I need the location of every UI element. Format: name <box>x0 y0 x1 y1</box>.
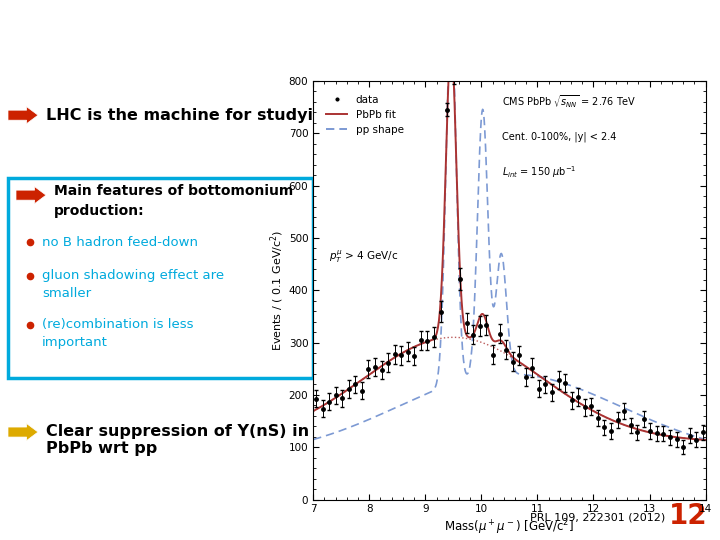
Text: (re)combination is less
important: (re)combination is less important <box>42 318 194 349</box>
PbPb fit <box>309 408 318 414</box>
Text: LHC is the machine for studying bottomonium in AA collisions: LHC is the machine for studying bottomon… <box>46 107 606 123</box>
Polygon shape <box>16 187 46 204</box>
Y-axis label: Events / ( 0.1 GeV/c$^2$): Events / ( 0.1 GeV/c$^2$) <box>269 230 286 351</box>
Polygon shape <box>8 107 38 124</box>
Text: $L_{int}$ = 150 $\mu$b$^{-1}$: $L_{int}$ = 150 $\mu$b$^{-1}$ <box>502 165 576 180</box>
Text: PbPb wrt pp: PbPb wrt pp <box>46 441 157 456</box>
PbPb fit <box>447 41 456 48</box>
Text: PRL 109, 222301 (2012): PRL 109, 222301 (2012) <box>530 512 665 522</box>
pp shape <box>537 374 546 381</box>
pp shape <box>333 429 341 435</box>
PbPb fit <box>701 437 710 443</box>
Text: $p_T^\mu$ > 4 GeV/c: $p_T^\mu$ > 4 GeV/c <box>329 248 398 265</box>
FancyBboxPatch shape <box>8 178 313 378</box>
PbPb fit <box>548 381 557 388</box>
Text: 12: 12 <box>670 502 708 530</box>
Text: Main features of bottomonium
production:: Main features of bottomonium production: <box>54 184 293 218</box>
Polygon shape <box>8 423 38 441</box>
Text: CMS PbPb $\sqrt{s_{NN}}$ = 2.76 TeV: CMS PbPb $\sqrt{s_{NN}}$ = 2.76 TeV <box>502 93 636 110</box>
Text: no B hadron feed-down: no B hadron feed-down <box>42 235 198 248</box>
pp shape <box>559 380 568 387</box>
Text: gluon shadowing effect are
smaller: gluon shadowing effect are smaller <box>42 269 224 300</box>
pp shape <box>309 436 318 443</box>
pp shape <box>447 15 456 22</box>
pp shape <box>701 436 710 443</box>
PbPb fit <box>559 390 568 396</box>
Text: The Υ family: The Υ family <box>274 21 446 49</box>
Legend: data, PbPb fit, pp shape: data, PbPb fit, pp shape <box>323 90 408 139</box>
pp shape <box>607 399 616 406</box>
Line: PbPb fit: PbPb fit <box>313 44 706 440</box>
Text: Cent. 0-100%, |y| < 2.4: Cent. 0-100%, |y| < 2.4 <box>502 131 616 141</box>
X-axis label: Mass($\mu^+\mu^-$) [GeV/c$^2$]: Mass($\mu^+\mu^-$) [GeV/c$^2$] <box>444 517 575 537</box>
PbPb fit <box>333 394 341 400</box>
Text: Clear suppression of Υ(nS) in: Clear suppression of Υ(nS) in <box>46 424 309 439</box>
PbPb fit <box>537 374 546 381</box>
PbPb fit <box>607 416 616 423</box>
pp shape <box>548 376 557 383</box>
Line: pp shape: pp shape <box>313 18 706 440</box>
PbPb fit <box>647 430 656 436</box>
pp shape <box>647 417 656 423</box>
